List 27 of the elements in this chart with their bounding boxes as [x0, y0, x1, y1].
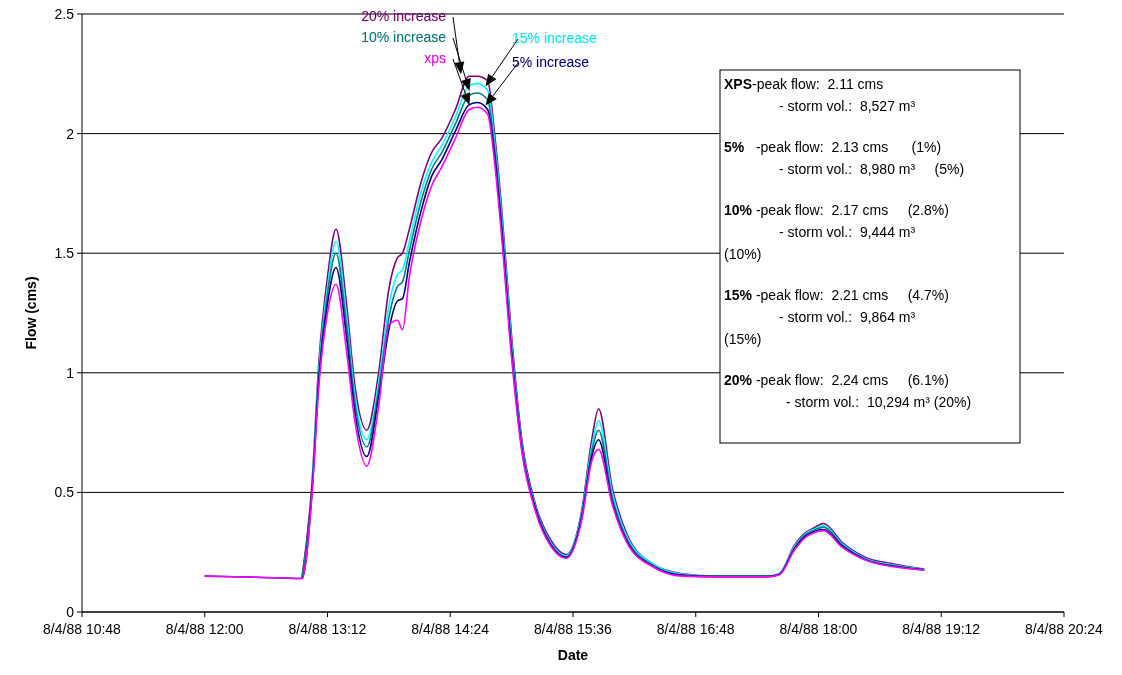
y-tick-label: 1.5: [54, 245, 75, 262]
x-tick-label: 8/4/88 19:12: [902, 621, 981, 637]
y-tick-label: 2.5: [54, 6, 75, 22]
x-tick-label: 8/4/88 14:24: [411, 621, 490, 637]
text: 15% -peak flow: 2.21 cms (4.7%) - storm vol.: 9,864 m³ (15%): [724, 287, 949, 347]
x-tick-label: 8/4/88 16:48: [656, 621, 735, 637]
text: 20% increase: [361, 8, 447, 24]
y-tick-label: 2: [66, 125, 75, 142]
x-axis-title: Date: [557, 647, 589, 663]
y-tick-label: 1: [66, 364, 75, 381]
x-tick-label: 8/4/88 20:24: [1025, 621, 1104, 637]
text: 5% increase: [512, 54, 590, 70]
annotation: 5% -peak flow: 2.13 cms (1%) - storm vol.: 8,980 m³ (5%): [724, 139, 965, 177]
x-tick-label: 8/4/88 13:12: [288, 621, 367, 637]
annotation: XPS-peak flow: 2.11 cms - storm vol.: 8,527 m³: [724, 76, 916, 114]
text: 10% -peak flow: 2.17 cms (2.8%) - storm vol.: 9,444 m³ (10%): [724, 202, 949, 262]
y-tick-label: 0.5: [54, 484, 75, 501]
x-tick-label: 8/4/88 15:36: [534, 621, 613, 637]
y-axis-title: Flow (cms): [23, 276, 39, 350]
x-tick-label: 8/4/88 18:00: [779, 621, 858, 637]
x-tick-label: 8/4/88 12:00: [165, 621, 244, 637]
annotation: 20% -peak flow: 2.24 cms (6.1%) - storm vol.: 10,294 m³ (20%): [724, 372, 972, 410]
x-tick-label: 8/4/88 10:48: [43, 621, 122, 637]
text: 10% increase: [361, 29, 447, 45]
text: xps: [424, 50, 446, 66]
text: 15% increase: [512, 30, 598, 46]
y-tick-label: 0: [66, 604, 75, 620]
